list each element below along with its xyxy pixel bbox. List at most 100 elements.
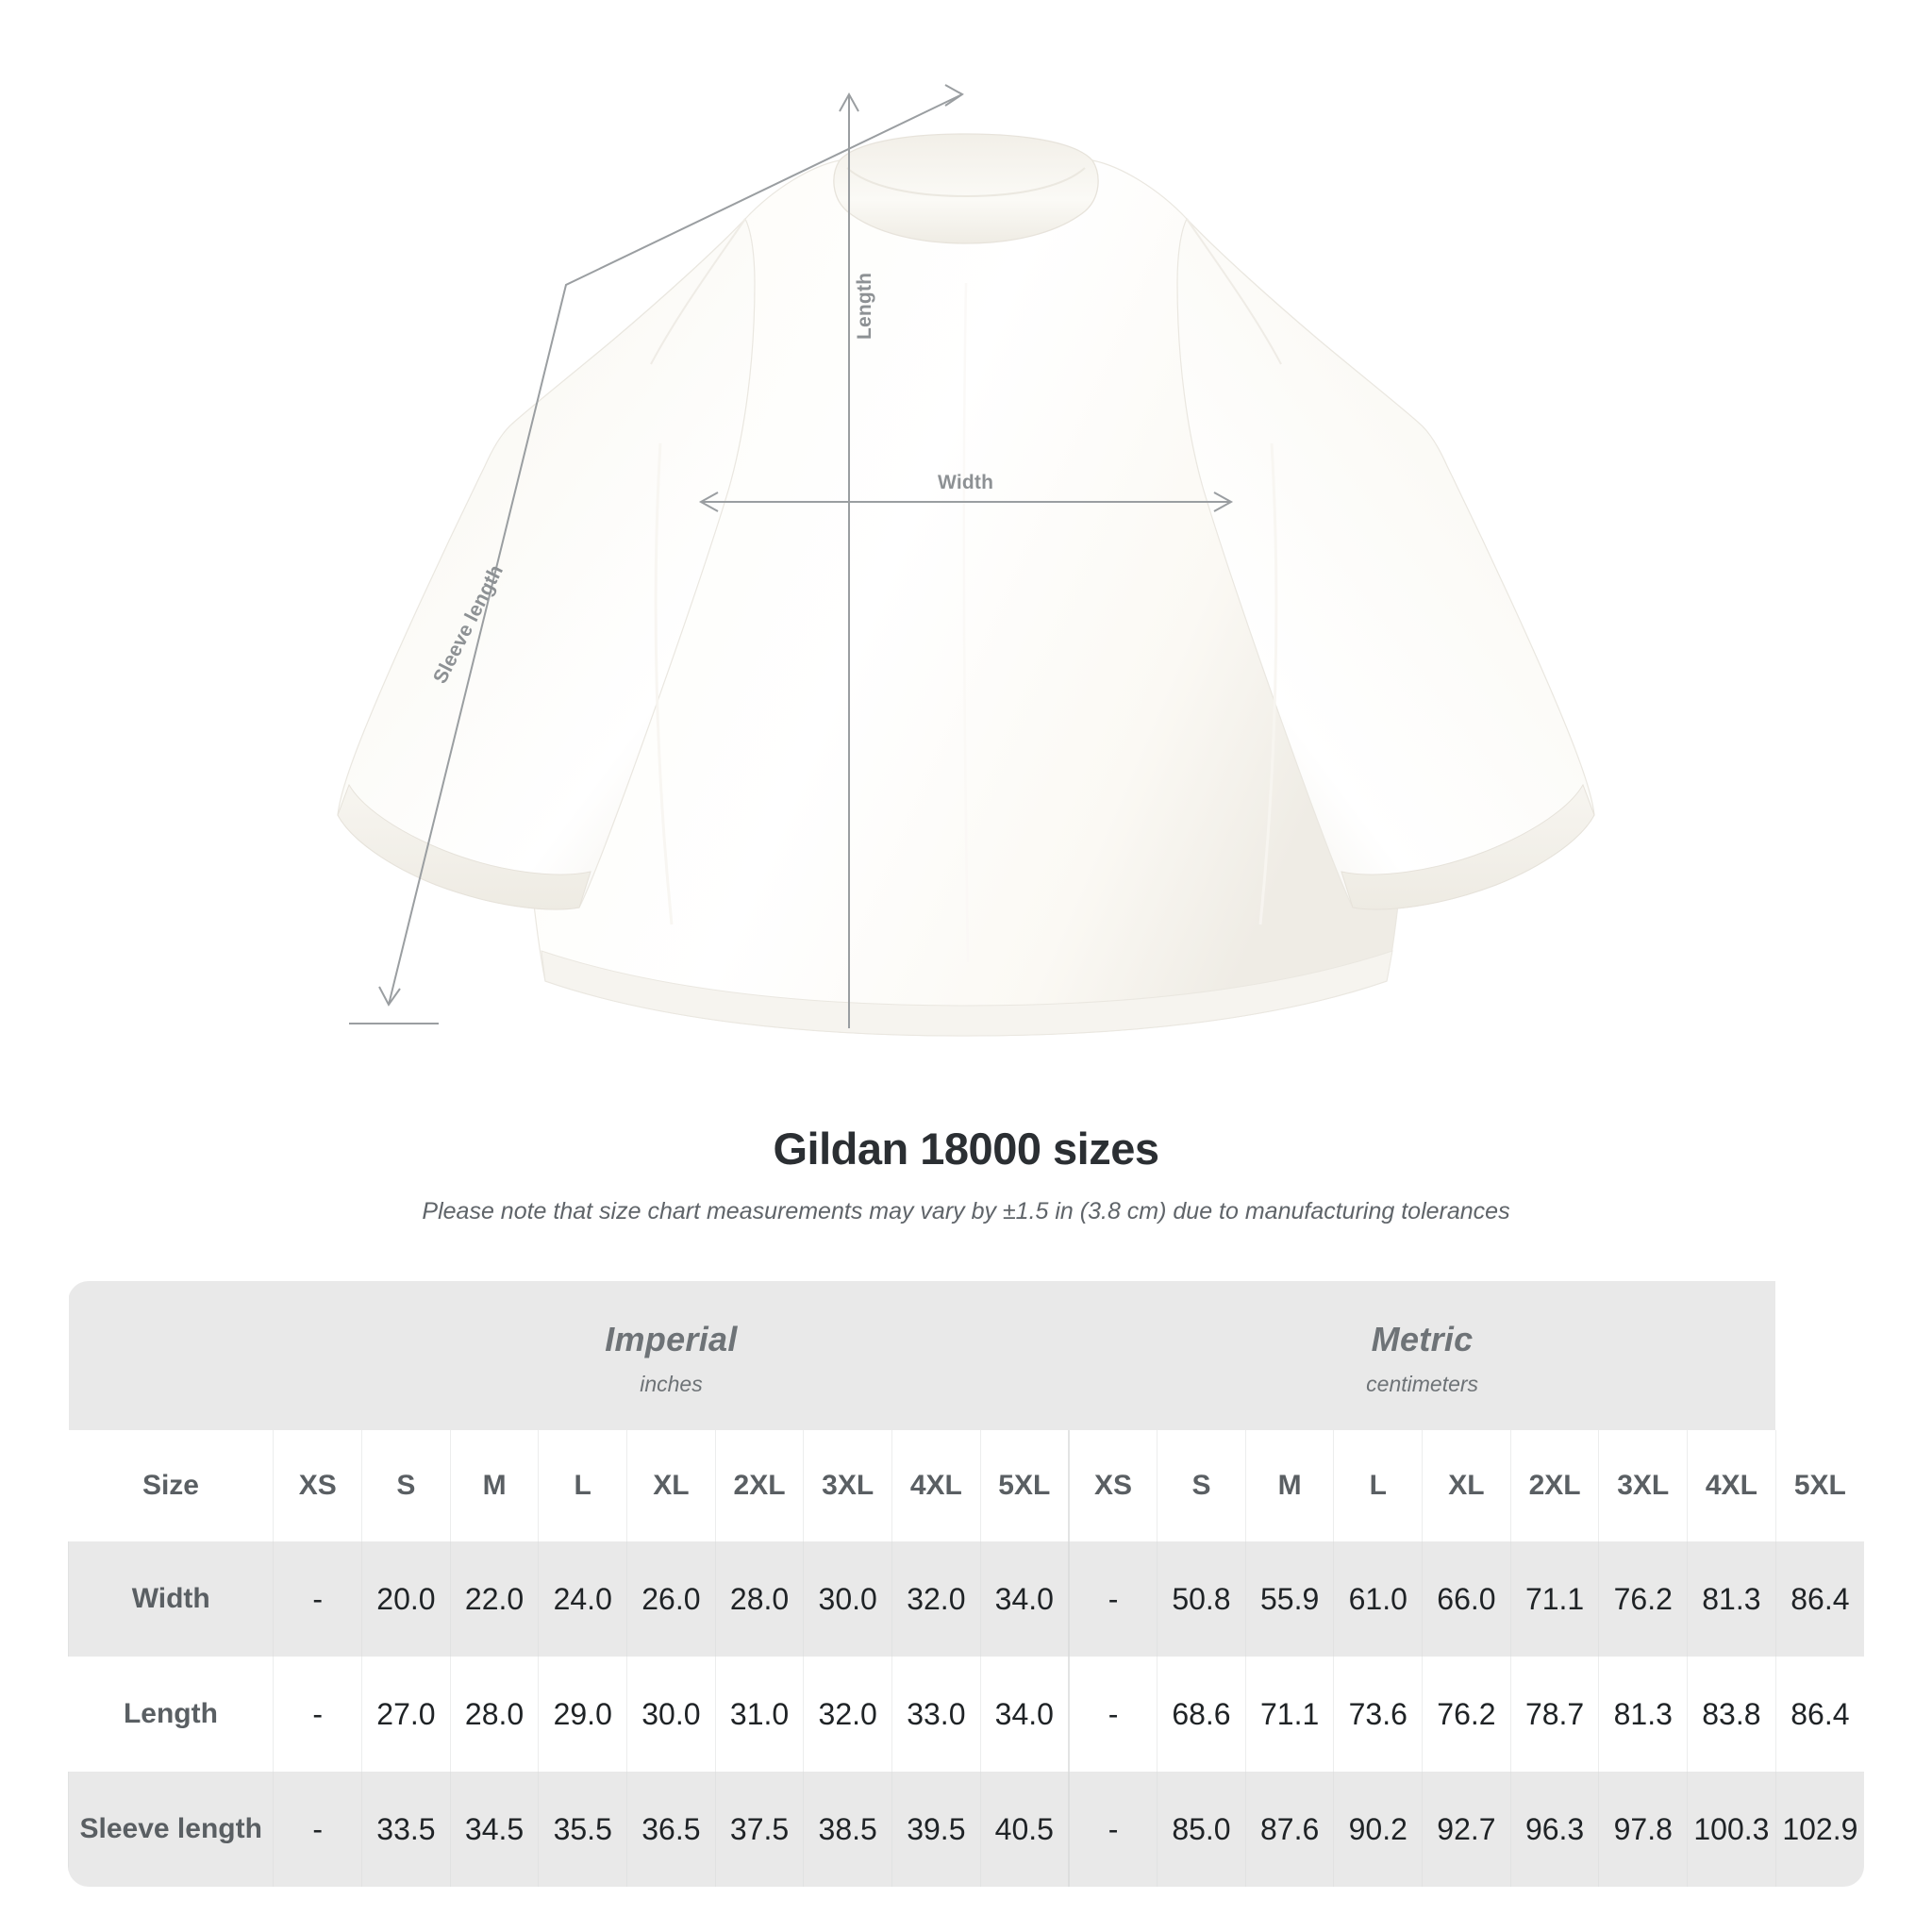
cell-width-metric-s: 50.8 [1157, 1541, 1246, 1657]
cell-sleeve-metric-5xl: 102.9 [1774, 1772, 1864, 1887]
cell-width-metric-4xl: 81.3 [1687, 1541, 1776, 1657]
cell-length-imperial-4xl: 33.0 [891, 1657, 981, 1772]
cell-length-metric-m: 71.1 [1244, 1657, 1334, 1772]
cell-sleeve-metric-xl: 92.7 [1422, 1772, 1511, 1887]
row-label-length: Length [68, 1657, 274, 1772]
cell-length-metric-3xl: 81.3 [1598, 1657, 1688, 1772]
width-guide [698, 491, 1234, 512]
size-col-imperial-m: M [449, 1430, 539, 1541]
size-col-imperial-l: L [538, 1430, 627, 1541]
cell-length-imperial-l: 29.0 [538, 1657, 627, 1772]
cell-length-imperial-xl: 30.0 [626, 1657, 716, 1772]
cell-width-imperial-4xl: 32.0 [891, 1541, 981, 1657]
size-col-metric-xl: XL [1422, 1430, 1511, 1541]
size-col-metric-xs: XS [1067, 1430, 1158, 1541]
cell-length-imperial-xs: - [273, 1657, 362, 1772]
cell-length-imperial-5xl: 34.0 [979, 1657, 1069, 1772]
row-label-width: Width [68, 1541, 274, 1657]
cell-length-imperial-m: 28.0 [449, 1657, 539, 1772]
cell-length-imperial-3xl: 32.0 [803, 1657, 892, 1772]
cell-sleeve-metric-2xl: 96.3 [1509, 1772, 1599, 1887]
size-col-imperial-xs: XS [273, 1430, 362, 1541]
annotation-length-label: Length [854, 272, 875, 340]
system-imperial-name: Imperial [605, 1320, 738, 1358]
cell-width-imperial-5xl: 34.0 [979, 1541, 1069, 1657]
cell-length-metric-s: 68.6 [1157, 1657, 1246, 1772]
size-col-metric-4xl: 4XL [1687, 1430, 1776, 1541]
cell-width-imperial-xs: - [273, 1541, 362, 1657]
size-col-metric-5xl: 5XL [1774, 1430, 1864, 1541]
size-col-metric-m: M [1244, 1430, 1334, 1541]
row-label-sleeve-length: Sleeve length [68, 1772, 274, 1887]
system-metric-unit: centimeters [1366, 1372, 1479, 1396]
size-col-metric-l: L [1333, 1430, 1423, 1541]
size-col-imperial-4xl: 4XL [891, 1430, 981, 1541]
cell-length-metric-5xl: 86.4 [1774, 1657, 1864, 1772]
size-col-imperial-5xl: 5XL [979, 1430, 1069, 1541]
system-metric-name: Metric [1371, 1320, 1474, 1358]
cell-sleeve-metric-s: 85.0 [1157, 1772, 1246, 1887]
size-col-imperial-s: S [361, 1430, 451, 1541]
cell-length-imperial-2xl: 31.0 [714, 1657, 804, 1772]
garment-illustration: Width Length Sleeve length [337, 84, 1595, 1037]
size-col-metric-s: S [1157, 1430, 1246, 1541]
size-table: Imperial inches Metric centimeters Size … [68, 1281, 1864, 1887]
cell-sleeve-imperial-m: 34.5 [449, 1772, 539, 1887]
cell-width-metric-l: 61.0 [1333, 1541, 1423, 1657]
cell-sleeve-imperial-5xl: 40.5 [979, 1772, 1069, 1887]
cell-sleeve-imperial-4xl: 39.5 [891, 1772, 981, 1887]
cell-sleeve-imperial-l: 35.5 [538, 1772, 627, 1887]
system-imperial-unit: inches [640, 1372, 703, 1396]
size-col-metric-2xl: 2XL [1509, 1430, 1599, 1541]
size-table-container: Imperial inches Metric centimeters Size … [68, 1281, 1864, 1887]
cell-sleeve-imperial-xl: 36.5 [626, 1772, 716, 1887]
size-header-row: Size XS S M L XL 2XL 3XL 4XL 5XL XS S M … [68, 1430, 1864, 1541]
cell-width-metric-3xl: 76.2 [1598, 1541, 1688, 1657]
cell-sleeve-imperial-s: 33.5 [361, 1772, 451, 1887]
title-block: Gildan 18000 sizes Please note that size… [0, 1123, 1932, 1225]
table-row-length: Length - 27.0 28.0 29.0 30.0 31.0 32.0 3… [68, 1657, 1864, 1772]
cell-sleeve-metric-l: 90.2 [1333, 1772, 1423, 1887]
cell-width-metric-m: 55.9 [1244, 1541, 1334, 1657]
cell-length-metric-xl: 76.2 [1422, 1657, 1511, 1772]
cell-width-metric-xl: 66.0 [1422, 1541, 1511, 1657]
cell-length-imperial-s: 27.0 [361, 1657, 451, 1772]
cell-width-imperial-l: 24.0 [538, 1541, 627, 1657]
cell-length-metric-2xl: 78.7 [1509, 1657, 1599, 1772]
size-col-imperial-3xl: 3XL [803, 1430, 892, 1541]
size-col-imperial-xl: XL [626, 1430, 716, 1541]
cell-width-imperial-xl: 26.0 [626, 1541, 716, 1657]
sweatshirt-diagram [337, 84, 1595, 1037]
cell-length-metric-xs: - [1067, 1657, 1158, 1772]
cell-sleeve-metric-xs: - [1067, 1772, 1158, 1887]
size-col-imperial-2xl: 2XL [714, 1430, 804, 1541]
annotation-width-label: Width [938, 472, 994, 493]
cell-width-imperial-3xl: 30.0 [803, 1541, 892, 1657]
cell-sleeve-imperial-3xl: 38.5 [803, 1772, 892, 1887]
system-imperial: Imperial inches [273, 1281, 1069, 1430]
sleeve-length-guide [378, 84, 964, 1007]
length-guide [839, 92, 859, 1028]
cell-width-imperial-s: 20.0 [361, 1541, 451, 1657]
size-header-label: Size [68, 1430, 274, 1541]
tolerance-note: Please note that size chart measurements… [422, 1198, 1510, 1224]
size-col-metric-3xl: 3XL [1598, 1430, 1688, 1541]
cell-length-metric-l: 73.6 [1333, 1657, 1423, 1772]
system-metric: Metric centimeters [1068, 1281, 1776, 1430]
page-title: Gildan 18000 sizes [773, 1124, 1159, 1174]
cell-length-metric-4xl: 83.8 [1687, 1657, 1776, 1772]
table-row-sleeve-length: Sleeve length - 33.5 34.5 35.5 36.5 37.5… [68, 1772, 1864, 1887]
cell-width-metric-2xl: 71.1 [1509, 1541, 1599, 1657]
cell-width-metric-xs: - [1067, 1541, 1158, 1657]
cell-sleeve-metric-3xl: 97.8 [1598, 1772, 1688, 1887]
cell-sleeve-imperial-xs: - [273, 1772, 362, 1887]
system-spacer [68, 1281, 274, 1430]
cell-sleeve-imperial-2xl: 37.5 [714, 1772, 804, 1887]
cell-width-imperial-m: 22.0 [449, 1541, 539, 1657]
table-row-width: Width - 20.0 22.0 24.0 26.0 28.0 30.0 32… [68, 1541, 1864, 1657]
cell-width-imperial-2xl: 28.0 [714, 1541, 804, 1657]
cell-width-metric-5xl: 86.4 [1774, 1541, 1864, 1657]
system-header-row: Imperial inches Metric centimeters [68, 1281, 1865, 1430]
cell-sleeve-metric-4xl: 100.3 [1687, 1772, 1776, 1887]
